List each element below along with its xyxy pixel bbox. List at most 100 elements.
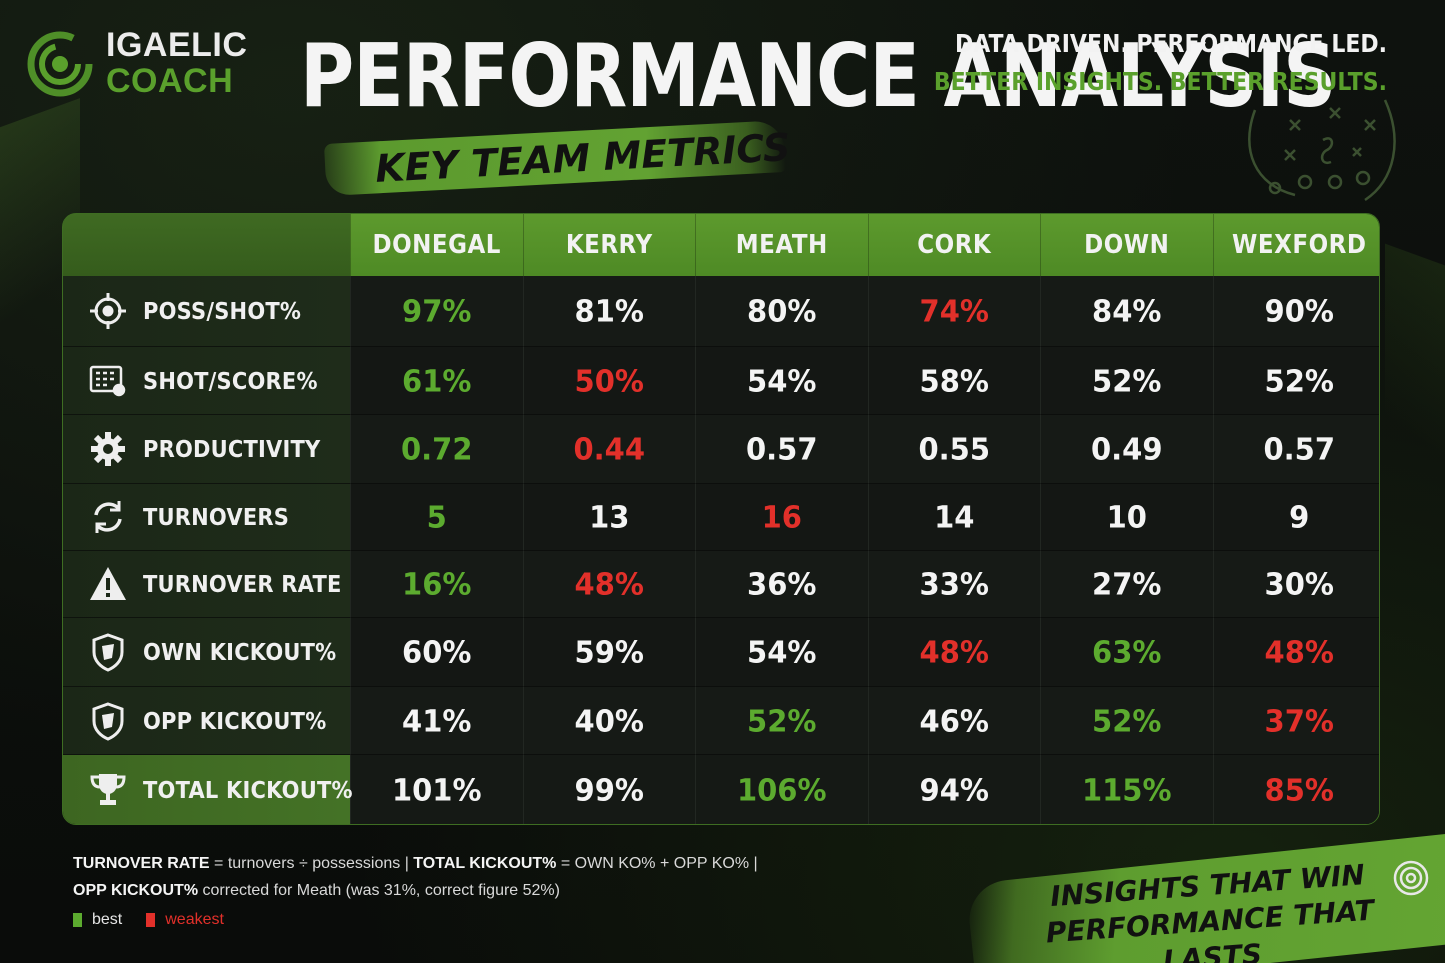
cell-kerry: 13: [522, 484, 695, 551]
cell-wexford: 52%: [1212, 347, 1379, 415]
shield-icon: [87, 700, 129, 742]
cell-value: 13: [589, 499, 630, 535]
cell-kerry: 59%: [522, 618, 695, 687]
cell-cork: 48%: [867, 618, 1040, 687]
column-header-kerry: KERRY: [522, 214, 696, 276]
cell-down: 52%: [1040, 687, 1213, 755]
column-header-cork: CORK: [867, 214, 1041, 276]
cell-value: 54%: [747, 634, 817, 670]
cell-value: 81%: [574, 293, 644, 329]
slogan: INSIGHTS THAT WIN PERFORMANCE THAT LASTS: [997, 853, 1424, 963]
cell-value: 52%: [747, 702, 817, 739]
row-label: POSS/SHOT%: [143, 297, 302, 325]
cell-value: 58%: [919, 362, 989, 399]
crosshair-icon: [87, 290, 129, 332]
cell-value: 94%: [919, 772, 989, 808]
cell-value: 27%: [1092, 566, 1162, 602]
cell-value: 37%: [1264, 702, 1334, 739]
table-row: TURNOVERS 5 13 16 14 10 9: [63, 484, 1379, 551]
cell-value: 0.49: [1090, 431, 1163, 467]
cell-value: 52%: [1092, 702, 1162, 739]
cell-value: 99%: [574, 772, 644, 808]
cell-donegal: 97%: [350, 276, 523, 347]
legend-weakest-label: weakest: [165, 911, 224, 928]
table-row: OPP KICKOUT% 41% 40% 52% 46% 52% 37%: [63, 687, 1379, 755]
header-corner-cell: [63, 214, 350, 276]
subtitle-banner: KEY TEAM METRICS: [323, 119, 791, 197]
brush-stroke-decoration: [1385, 243, 1445, 537]
cell-value: 0.44: [573, 431, 646, 467]
table-row: POSS/SHOT% 97% 81% 80% 74% 84% 90%: [63, 276, 1379, 347]
legend-best-swatch: [73, 912, 82, 927]
footnotes: TURNOVER RATE = turnovers ÷ possessions …: [73, 850, 758, 933]
cell-value: 101%: [391, 772, 482, 808]
column-header-down: DOWN: [1040, 214, 1213, 276]
cell-value: 0.57: [1263, 431, 1336, 467]
cell-value: 61%: [402, 362, 472, 399]
cell-kerry: 81%: [522, 276, 695, 347]
row-label: TOTAL KICKOUT%: [143, 776, 353, 804]
cell-value: 48%: [919, 634, 989, 670]
cell-meath: 16: [695, 484, 868, 551]
cell-value: 60%: [402, 634, 472, 670]
cell-value: 40%: [574, 702, 644, 739]
note-term-total-kickout: TOTAL KICKOUT%: [413, 855, 557, 872]
cell-cork: 74%: [867, 276, 1040, 347]
row-label-cell: OWN KICKOUT%: [63, 618, 350, 687]
cell-cork: 14: [867, 484, 1040, 551]
table-row: SHOT/SCORE% 61% 50% 54% 58% 52% 52%: [63, 347, 1379, 415]
table-row: TURNOVER RATE 16% 48% 36% 33% 27% 30%: [63, 551, 1379, 618]
table-header-row: DONEGAL KERRY MEATH CORK DOWN WEXFORD: [63, 214, 1379, 276]
cell-down: 84%: [1040, 276, 1213, 347]
cell-down: 52%: [1040, 347, 1213, 415]
row-label-cell: TOTAL KICKOUT%: [63, 755, 353, 824]
cell-cork: 46%: [867, 687, 1040, 755]
cell-wexford: 90%: [1212, 276, 1379, 347]
cell-cork: 94%: [867, 755, 1040, 824]
cell-down: 115%: [1040, 755, 1213, 824]
tactics-sketch-icon: [1235, 90, 1405, 210]
cell-cork: 0.55: [867, 415, 1040, 484]
cell-donegal: 16%: [350, 551, 523, 618]
row-label: PRODUCTIVITY: [143, 435, 321, 463]
cell-donegal: 5: [350, 484, 523, 551]
row-label: OPP KICKOUT%: [143, 707, 327, 734]
note-term-opp-kickout: OPP KICKOUT%: [73, 882, 199, 899]
cell-value: 74%: [919, 293, 989, 329]
tagline-line1: DATA DRIVEN. PERFORMANCE LED.: [954, 30, 1387, 59]
cell-value: 33%: [919, 566, 989, 602]
cell-value: 10: [1106, 499, 1147, 535]
gear-icon: [87, 428, 129, 470]
metrics-table: DONEGAL KERRY MEATH CORK DOWN WEXFORD PO…: [62, 213, 1380, 825]
cell-value: 54%: [747, 362, 817, 399]
table-row: TOTAL KICKOUT% 101% 99% 106% 94% 115% 85%: [63, 755, 1379, 824]
cell-meath: 0.57: [695, 415, 868, 484]
note-separator: |: [400, 855, 414, 872]
footnote-line1: TURNOVER RATE = turnovers ÷ possessions …: [73, 850, 758, 877]
row-label: TURNOVER RATE: [143, 570, 342, 598]
brand-logo: IGAELIC COACH: [26, 27, 247, 99]
cell-value: 52%: [1092, 362, 1162, 399]
cell-donegal: 41%: [350, 687, 523, 755]
cell-value: 90%: [1264, 293, 1334, 329]
legend-weakest-swatch: [146, 912, 156, 927]
cell-meath: 36%: [695, 551, 868, 618]
cell-meath: 54%: [695, 347, 868, 415]
cell-value: 48%: [574, 566, 644, 602]
scoreboard-icon: [87, 360, 129, 402]
row-label-cell: POSS/SHOT%: [63, 276, 350, 347]
cell-value: 106%: [736, 772, 827, 808]
cell-wexford: 30%: [1212, 551, 1379, 618]
row-label-cell: PRODUCTIVITY: [63, 415, 350, 484]
cell-wexford: 37%: [1212, 687, 1379, 755]
cell-value: 97%: [402, 293, 472, 329]
row-label: TURNOVERS: [143, 503, 290, 531]
tagline: DATA DRIVEN. PERFORMANCE LED. BETTER INS…: [934, 30, 1387, 97]
tagline-line2: BETTER INSIGHTS. BETTER RESULTS.: [933, 67, 1387, 97]
refresh-icon: [87, 496, 129, 538]
cell-donegal: 60%: [350, 618, 523, 687]
cell-value: 48%: [1264, 634, 1334, 670]
column-header-meath: MEATH: [695, 214, 868, 276]
column-header-donegal: DONEGAL: [350, 214, 523, 276]
cell-meath: 54%: [695, 618, 868, 687]
